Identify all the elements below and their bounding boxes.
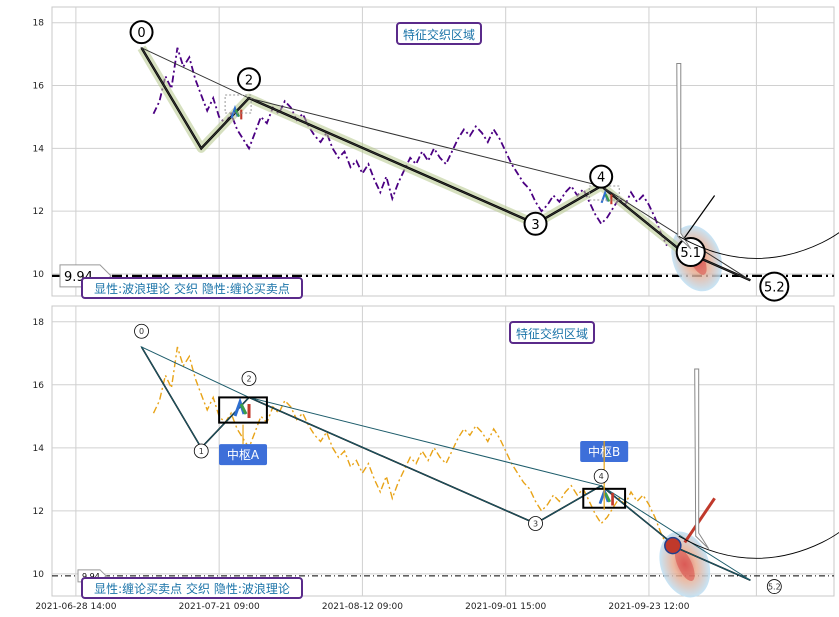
price-series-line [152,346,668,546]
legend-label: 显性:缠论买卖点 交织 隐性:波浪理论 [94,581,290,596]
wave-triangle [600,485,751,581]
x-tick-label: 2021-07-21 09:00 [179,602,260,612]
wave-triangle [248,97,603,225]
y-tick-label: 14 [33,144,45,154]
long-arrow [694,368,710,550]
price-series-line [152,47,668,247]
pattern-box [224,94,252,114]
pattern-glyph [604,193,611,202]
legend-label: 显性:波浪理论 交织 隐性:缠论买卖点 [94,281,290,296]
reference-value-label: 9.94 [82,572,100,581]
x-tick-label: 2021-08-12 09:00 [322,602,403,612]
wave-point-marker [589,164,614,189]
feature-label-box [396,22,482,45]
zhongshu-box [218,396,268,424]
wave-point-marker [675,237,706,268]
wave-point-marker [528,516,543,531]
wave-point-label: 2 [245,73,253,88]
wave-point-label: 5.2 [768,583,781,592]
wave-point-label: 1 [199,447,204,456]
wave-point-label: 0 [139,327,144,336]
wave-triangle [140,46,250,150]
long-arrow [676,63,692,250]
wave-point-marker [241,371,257,386]
y-tick-label: 18 [33,318,45,328]
y-tick-label: 14 [33,444,45,454]
wave-point-marker [193,443,209,459]
wave-point-marker [759,271,790,302]
y-tick-label: 16 [33,82,45,92]
wave-point-label: 3 [533,520,538,529]
pattern-glyph [604,492,612,503]
wave-point-label: 5.2 [764,281,785,296]
wave-point-label: 3 [531,218,539,233]
wave-point-marker [593,468,609,484]
wave-point-marker [766,579,782,594]
feature-label: 特征交织区域 [403,27,475,42]
wave-triangle [600,185,751,281]
wave-point-marker [134,323,149,339]
zhongshu-label: 中枢A [227,447,260,462]
signal-arrow [683,497,716,544]
y-tick-label: 16 [33,381,45,391]
wave-triangle [248,396,603,525]
x-tick-label: 2021-09-23 12:00 [608,602,689,612]
y-tick-label: 12 [33,507,44,517]
wave-point-label: 4 [599,472,604,481]
wave-point-marker [523,211,548,236]
y-tick-label: 18 [33,19,45,29]
projection-curve [678,232,839,259]
signal-dot [664,536,682,555]
legend-label-box [81,577,303,599]
signal-arrow [678,195,716,247]
pattern-box [588,185,620,201]
feature-zone-core [674,547,695,582]
wave-point-label: 4 [597,171,605,186]
wave-point-label: 0 [137,26,145,41]
x-tick-label: 2021-06-28 14:00 [35,602,116,612]
pattern-glyph [239,403,248,415]
y-tick-label: 10 [33,570,45,580]
y-tick-label: 12 [33,207,44,217]
wave-point-label: 5.1 [680,246,701,261]
legend-label-box [81,277,303,299]
feature-label-box [509,321,595,344]
wave-point-label: 2 [246,375,251,384]
wave-point-marker [129,20,154,45]
wave-point-marker [236,67,261,92]
y-tick-label: 10 [33,270,45,280]
projection-curve [678,531,839,559]
zhongshu-label-box [219,444,268,466]
x-tick-label: 2021-09-01 15:00 [465,602,546,612]
feature-label: 特征交织区域 [516,326,588,341]
